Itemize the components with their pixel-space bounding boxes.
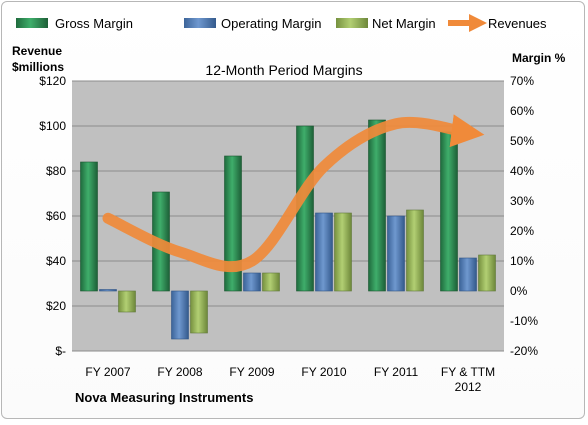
bar-net-margin [262,272,280,292]
category-label: FY 2007 [85,365,130,379]
left-tick-label: $- [55,344,66,358]
legend-swatch-operating-margin [184,18,216,28]
legend-swatch-gross-margin [16,18,48,28]
legend-item-revenues: Revenues [448,14,547,32]
right-tick-label: 10% [510,254,534,268]
legend-label-net-margin: Net Margin [372,16,436,31]
right-tick-label: 50% [510,134,534,148]
legend: Gross Margin Operating Margin Net Margin… [16,14,547,32]
right-tick-label: 20% [510,224,534,238]
left-tick-label: $60 [46,209,66,223]
bar-operating-margin [459,257,477,292]
legend-label-revenues: Revenues [488,16,547,31]
right-tick-label: -20% [510,344,538,358]
company-name: Nova Measuring Instruments [75,390,253,405]
bars [80,119,496,340]
chart-frame: Gross Margin Operating Margin Net Margin… [1,1,585,419]
bar-net-margin [334,212,352,292]
right-tick-label: 40% [510,164,534,178]
legend-swatch-net-margin [336,18,368,28]
left-axis-title-line1: Revenue [12,44,62,58]
left-tick-label: $100 [39,119,66,133]
bar-net-margin [118,290,136,313]
right-tick-label: 30% [510,194,534,208]
right-tick-label: 60% [510,104,534,118]
bar-operating-margin [387,215,405,292]
bar-net-margin [406,209,424,292]
right-tick-label: 70% [510,74,534,88]
legend-item-net-margin: Net Margin [336,16,436,31]
bar-gross-margin [440,131,458,292]
left-axis-title-line2: $millions [12,60,64,74]
left-axis-ticks: $- $20 $40 $60 $80 $100 $120 [39,74,66,358]
right-axis-title: Margin % [512,51,566,65]
category-label: FY 2008 [157,365,202,379]
left-tick-label: $20 [46,299,66,313]
bar-net-margin [190,290,208,334]
bar-net-margin [478,254,496,292]
category-label: FY & TTM [441,365,495,379]
left-tick-label: $40 [46,254,66,268]
right-tick-label: -10% [510,314,538,328]
category-labels: FY 2007 FY 2008 FY 2009 FY 2010 FY 2011 FY & … [85,365,495,394]
bar-operating-margin [243,272,261,292]
bar-operating-margin [315,212,333,292]
bar-operating-margin [171,290,189,340]
category-label: FY 2010 [301,365,346,379]
bar-operating-margin [99,289,117,292]
legend-item-operating-margin: Operating Margin [184,16,321,31]
right-axis-ticks: -20% -10% 0% 10% 20% 30% 40% 50% 60% 70% [510,74,538,358]
bar-gross-margin [224,155,242,292]
legend-item-gross-margin: Gross Margin [16,16,133,31]
category-label: FY 2011 [374,365,419,379]
left-tick-label: $120 [39,74,66,88]
category-label: FY 2009 [229,365,274,379]
category-label: 2012 [455,380,482,394]
chart-title: 12-Month Period Margins [205,62,362,78]
bar-gross-margin [80,161,98,292]
revenue-curve [102,114,485,273]
legend-label-gross-margin: Gross Margin [55,16,133,31]
left-tick-label: $80 [46,164,66,178]
legend-label-operating-margin: Operating Margin [221,16,321,31]
margins-chart: Gross Margin Operating Margin Net Margin… [12,14,566,405]
revenue-line [102,114,485,273]
bar-gross-margin [368,119,386,292]
right-tick-label: 0% [510,284,528,298]
